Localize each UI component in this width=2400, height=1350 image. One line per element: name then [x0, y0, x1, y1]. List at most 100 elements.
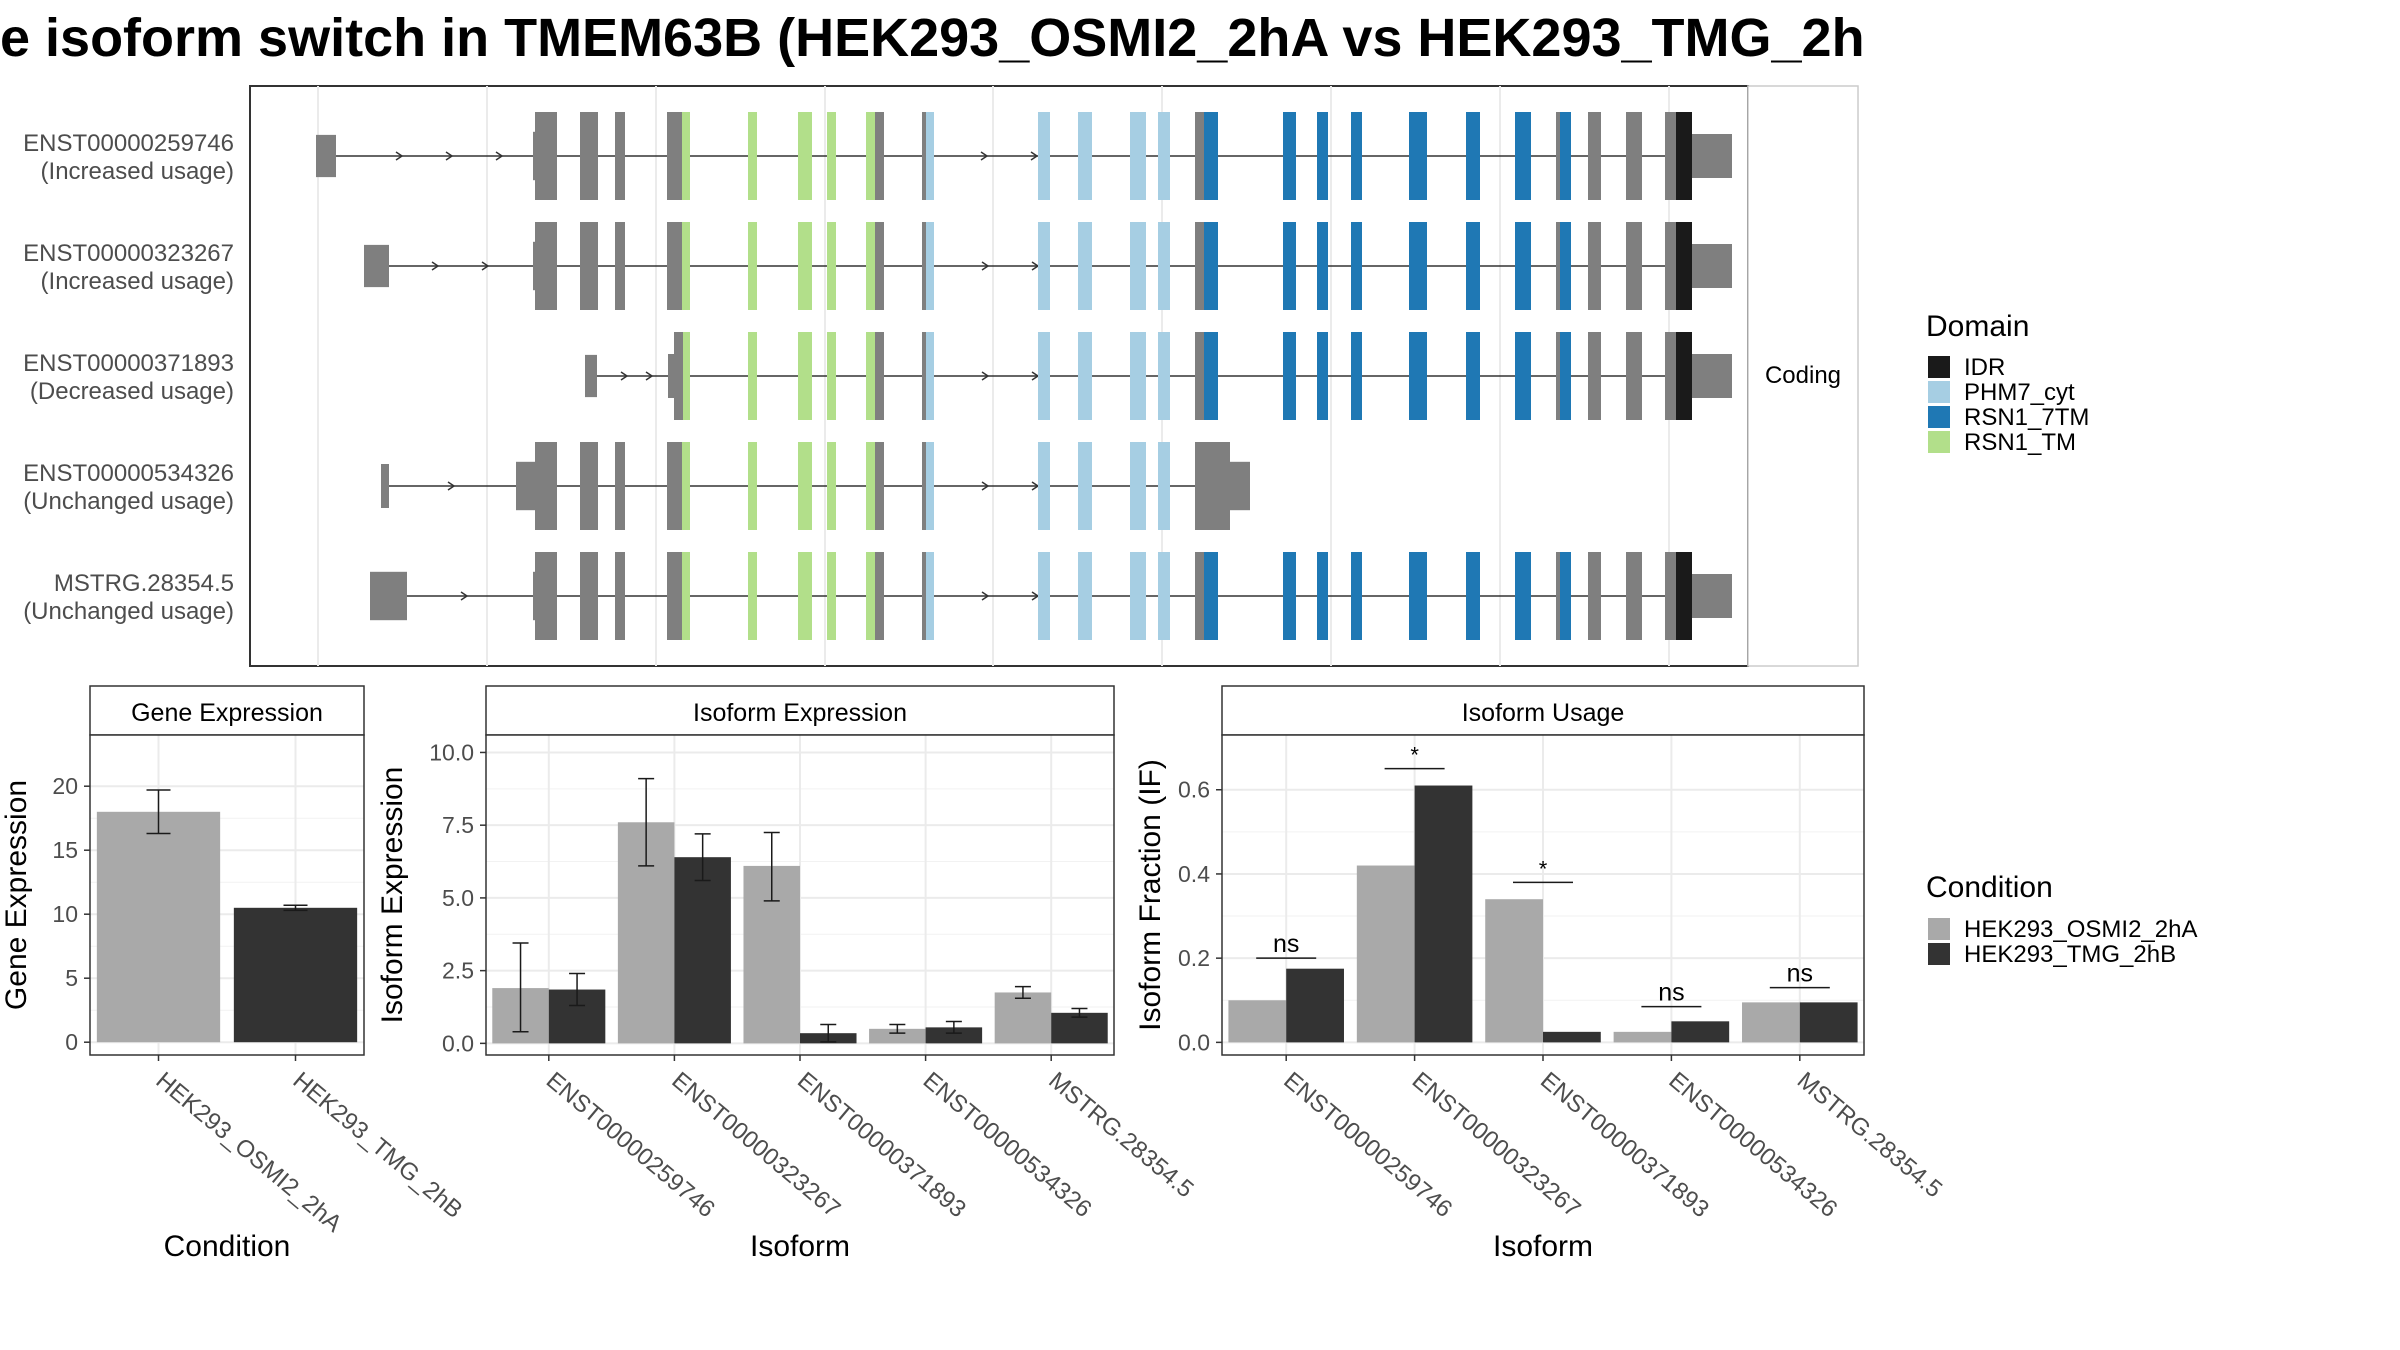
direction-arrow-2: [495, 151, 504, 161]
direction-arrow-1: [445, 151, 454, 161]
transcript-structure-panel: Coding ENST00000259746(Increased usage)E…: [23, 85, 1859, 667]
exon-block-21: [1466, 332, 1480, 420]
exon-block-11: [875, 552, 884, 640]
exon-block-0: [364, 244, 389, 288]
y-axis-title: Gene Expression: [0, 780, 33, 1010]
exon-block-10: [926, 332, 934, 420]
exon-block-27: [1560, 552, 1571, 640]
exon-block-20: [1283, 222, 1296, 310]
exon-block-3: [580, 552, 598, 640]
panel-strip: [1221, 685, 1865, 736]
exon-block-13: [1130, 332, 1146, 420]
exon-block-3: [683, 332, 690, 420]
exon-block-0: [370, 571, 407, 621]
exon-block-24: [1466, 112, 1480, 200]
exon-block-22: [1515, 332, 1531, 420]
panel-strip: [485, 685, 1115, 736]
exon-block-17: [1283, 332, 1296, 420]
exon-block-7: [748, 222, 757, 310]
exon-block-18: [1317, 332, 1328, 420]
domain-legend-label: PHM7_cyt: [1964, 379, 2075, 406]
bar-0-0: [1228, 1000, 1287, 1043]
y-tick-label: 0.0: [1178, 1029, 1210, 1055]
exon-block-25: [1515, 222, 1531, 310]
exon-block-18: [1195, 222, 1204, 310]
exon-block-10: [866, 222, 875, 310]
exon-block-9: [827, 222, 836, 310]
y-tick-label: 10: [52, 901, 78, 927]
exon-block-12: [922, 112, 926, 200]
exon-block-4: [615, 552, 625, 640]
panel-title: Gene Expression: [131, 699, 323, 727]
exon-block-11: [875, 112, 884, 200]
exon-block-5: [798, 332, 812, 420]
exon-block-1: [668, 354, 674, 398]
bar-1-1: [674, 857, 731, 1044]
exon-block-26: [1556, 222, 1560, 310]
exon-block-18: [1195, 442, 1230, 530]
structure-row-labels: ENST00000259746(Increased usage)ENST0000…: [23, 130, 234, 625]
exon-block-17: [1158, 222, 1170, 310]
exon-block-12: [922, 552, 926, 640]
y-tick-label: 2.5: [442, 958, 474, 984]
bar-panel-0: Gene Expression05101520HEK293_OSMI2_2hAH…: [0, 685, 467, 1263]
exon-block-29: [1626, 552, 1642, 640]
exon-block-12: [922, 222, 926, 310]
direction-arrow-2: [981, 261, 990, 271]
exon-block-6: [827, 332, 836, 420]
exon-block-20: [1283, 552, 1296, 640]
exon-block-29: [1626, 222, 1642, 310]
exon-block-16: [1130, 222, 1146, 310]
direction-arrow-0: [620, 371, 629, 381]
panel-strip: [89, 685, 365, 736]
condition-legend-key-1: [1928, 943, 1950, 965]
exon-block-28: [1588, 222, 1601, 310]
exon-block-6: [682, 552, 690, 640]
exon-block-30: [1665, 552, 1676, 640]
exon-block-10: [866, 112, 875, 200]
domain-legend-label: IDR: [1964, 354, 2005, 381]
exon-block-7: [748, 112, 757, 200]
exon-block-5: [667, 222, 682, 310]
exon-block-8: [798, 222, 812, 310]
bar-0-2: [1485, 899, 1543, 1043]
exon-block-10: [866, 442, 875, 530]
exon-block-31: [1676, 112, 1692, 200]
exon-block-13: [926, 552, 934, 640]
exon-block-15: [1078, 112, 1092, 200]
y-tick-label: 15: [52, 837, 78, 863]
direction-arrow-1: [645, 371, 654, 381]
y-tick-label: 0.0: [442, 1030, 474, 1056]
exon-block-17: [1158, 112, 1170, 200]
plot-frame: [89, 734, 365, 1056]
exon-block-15: [1078, 552, 1092, 640]
bar-panel-1: Isoform Expression0.02.55.07.510.0ENST00…: [376, 685, 1199, 1263]
exon-block-10: [866, 552, 875, 640]
direction-arrow-1: [981, 591, 990, 601]
bar-1-0: [1286, 968, 1344, 1043]
bar-0-3: [869, 1028, 926, 1044]
exon-block-0: [381, 464, 389, 508]
structure-row-id: MSTRG.28354.5: [54, 570, 234, 597]
panel-title: Isoform Expression: [693, 699, 907, 727]
exon-block-8: [798, 112, 812, 200]
exon-block-18: [1195, 552, 1204, 640]
exon-block-2: [535, 442, 557, 530]
domain-legend-key-2: [1928, 406, 1950, 428]
exon-block-5: [667, 552, 682, 640]
exon-block-19: [1351, 332, 1362, 420]
exon-block-19: [1204, 222, 1218, 310]
exon-block-28: [1676, 332, 1692, 420]
exon-block-2: [535, 112, 557, 200]
structure-row-note: (Unchanged usage): [23, 488, 234, 515]
x-axis-title: Isoform: [750, 1230, 850, 1263]
exon-block-2: [674, 332, 683, 420]
significance-label: ns: [1273, 930, 1299, 958]
condition-legend-label: HEK293_OSMI2_2hA: [1964, 916, 2197, 943]
exon-block-9: [827, 552, 836, 640]
transcript-row-3: [381, 442, 1250, 530]
exon-block-4: [615, 112, 625, 200]
exon-block-32: [1692, 574, 1732, 618]
